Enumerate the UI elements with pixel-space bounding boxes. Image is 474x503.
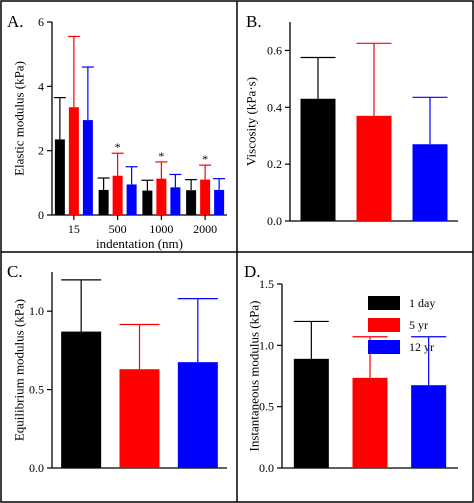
bar	[352, 377, 388, 468]
legend-swatch	[368, 340, 400, 354]
legend-label: 5 yr	[409, 318, 428, 332]
legend-label: 12 yr	[409, 340, 434, 354]
y-axis-label: Instantaneous modulus (kPa)	[247, 301, 262, 452]
x-tick-label: 15	[68, 222, 80, 236]
legend-swatch	[368, 318, 400, 332]
x-tick-label: 500	[109, 222, 127, 236]
bar	[356, 115, 392, 221]
y-tick-label: 0.6	[267, 43, 282, 57]
bar	[68, 107, 79, 215]
y-tick-label: 6	[38, 15, 44, 29]
y-tick-label: 0.0	[29, 461, 44, 475]
bar	[82, 120, 93, 215]
y-tick-label: 0.5	[29, 383, 44, 397]
y-tick-label: 0.0	[259, 461, 274, 475]
bar	[61, 331, 102, 468]
y-tick-label: 0.0	[267, 214, 282, 228]
panel-label: A.	[7, 12, 24, 31]
panel-label: C.	[7, 262, 23, 281]
bar	[170, 187, 181, 215]
y-axis-label: Viscosity (kPa·s)	[244, 77, 259, 166]
legend-label: 1 day	[409, 296, 435, 310]
bar	[214, 189, 225, 215]
legend-swatch	[368, 296, 400, 310]
y-tick-label: 1.5	[259, 277, 274, 291]
y-tick-label: 1.0	[259, 338, 274, 352]
significance-star: *	[158, 149, 164, 163]
panel-label: D.	[244, 262, 261, 281]
y-tick-label: 1.0	[29, 304, 44, 318]
x-axis-label: indentation (nm)	[96, 236, 183, 251]
bar	[142, 190, 153, 215]
x-tick-label: 1000	[149, 222, 173, 236]
bar	[54, 139, 65, 215]
bar	[293, 358, 329, 468]
significance-star: *	[115, 140, 121, 154]
y-tick-label: 4	[38, 79, 44, 93]
bar	[177, 362, 218, 468]
bar	[119, 369, 160, 468]
y-tick-label: 0.2	[267, 157, 282, 171]
y-axis-label: Equilibrium modulus (kPa)	[12, 299, 27, 441]
x-tick-label: 2000	[193, 222, 217, 236]
panel-a: A. 0 2 4 6 Elastic modulus (kPa) 15 500 1000 2000…	[7, 12, 227, 251]
y-tick-label: 0	[38, 208, 44, 222]
bar	[186, 190, 197, 215]
bar	[156, 178, 167, 215]
bar	[112, 175, 123, 215]
y-tick-label: 0.5	[259, 400, 274, 414]
bar	[200, 179, 211, 215]
significance-star: *	[202, 152, 208, 166]
y-axis-label: Elastic modulus (kPa)	[12, 61, 27, 176]
bar	[98, 189, 109, 215]
bar	[411, 385, 447, 468]
bar	[300, 98, 336, 221]
panel-b: B. 0.0 0.2 0.4 0.6 Viscosity (kPa·s)	[244, 12, 458, 228]
bar	[412, 144, 448, 221]
y-tick-label: 0.4	[267, 100, 282, 114]
bar	[126, 184, 137, 215]
y-tick-label: 2	[38, 144, 44, 158]
panel-label: B.	[246, 12, 262, 31]
panel-d: D. 0.0 0.5 1.0 1.5 Instantaneous modulus (kPa…	[244, 262, 458, 475]
